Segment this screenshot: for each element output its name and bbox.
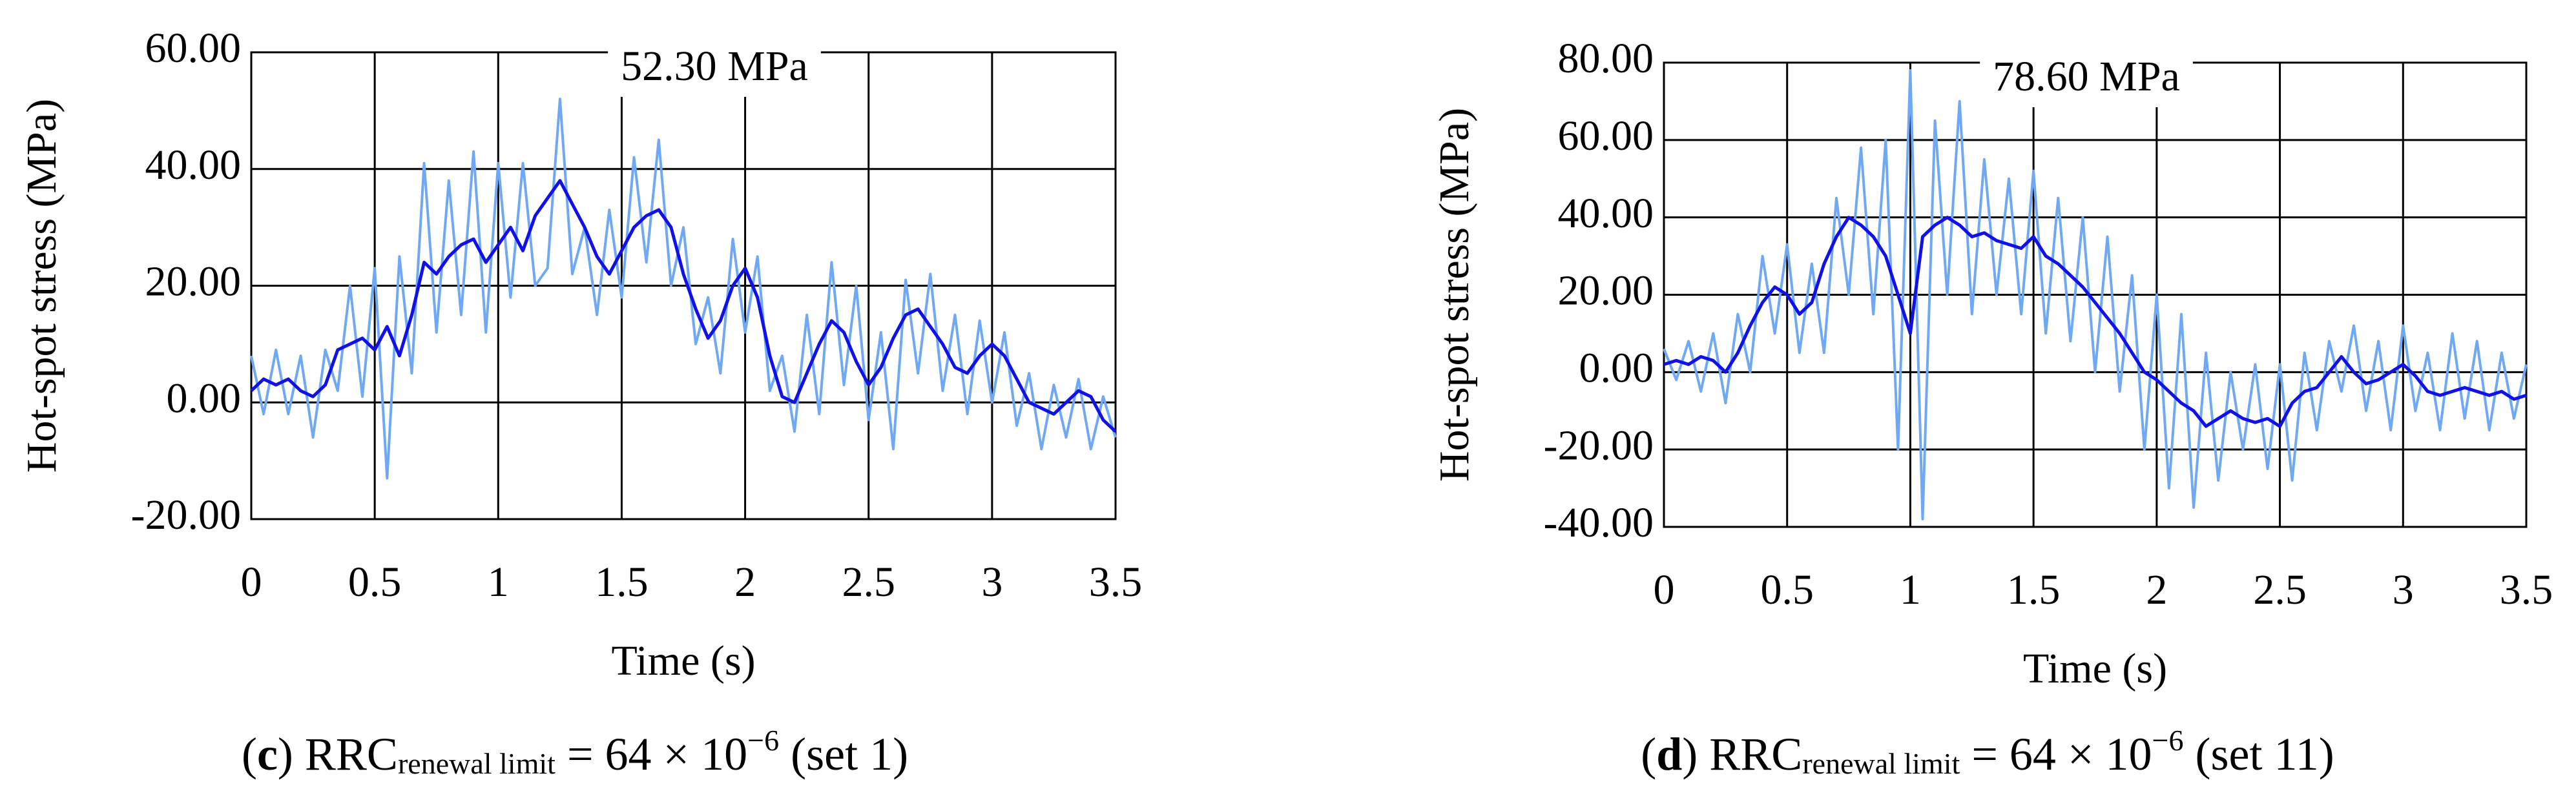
- x-tick-label: 1: [1900, 566, 1921, 613]
- y-tick-label: 0.00: [167, 374, 242, 422]
- caption-part: = 64 × 10: [1960, 728, 2152, 780]
- y-tick-label: -20.00: [1544, 422, 1654, 469]
- x-tick-label: 2: [2146, 566, 2167, 613]
- y-tick-label: 40.00: [1558, 190, 1654, 237]
- caption-part: (set 1): [779, 728, 908, 780]
- annotation-background: [1980, 56, 2193, 107]
- x-tick-label: 1: [488, 559, 509, 606]
- series-line: [1663, 216, 2527, 428]
- x-axis-label: Time (s): [611, 637, 755, 684]
- caption-part: c: [257, 728, 278, 780]
- chart: -20.00 0.00 20.00 40.00 60.00 0 0.5 1 1.5 2 2.5 3 3.…: [18, 25, 1142, 779]
- y-tick-label: 80.00: [1558, 35, 1654, 82]
- x-tick-label: 0: [241, 559, 262, 606]
- annotation-background: [608, 46, 821, 97]
- caption-part: renewal limit: [398, 747, 556, 780]
- series-line: [250, 97, 1117, 480]
- caption-part: (: [1641, 728, 1656, 780]
- x-tick-label: 2.5: [842, 559, 895, 606]
- caption-part: −6: [2152, 724, 2184, 757]
- y-axis-label: Hot-spot stress (MPa): [1431, 108, 1478, 482]
- x-tick-label: 3.5: [2500, 566, 2553, 613]
- x-tick-label: 3: [2393, 566, 2414, 613]
- x-tick-label: 3.5: [1089, 559, 1143, 606]
- x-tick-label: 1.5: [2007, 566, 2061, 613]
- y-tick-label: 0.00: [1579, 344, 1654, 391]
- caption-part: d: [1656, 728, 1682, 780]
- series-line: [1663, 69, 2528, 520]
- y-tick-label: -40.00: [1544, 499, 1654, 546]
- y-tick-label: -20.00: [131, 491, 241, 538]
- caption-part: (: [242, 728, 257, 780]
- caption-part: (set 11): [2183, 728, 2334, 780]
- x-tick-label: 1.5: [595, 559, 649, 606]
- y-tick-label: 40.00: [145, 141, 242, 189]
- chart: -40.00 -20.00 0.00 20.00 40.00 60.00 80.00 0 0.5…: [1431, 35, 2553, 779]
- x-axis-label: Time (s): [2023, 645, 2167, 692]
- caption-part: ) RRC: [278, 728, 398, 780]
- caption: (c) RRCrenewal limit = 64 × 10−6 (set 1): [242, 724, 908, 780]
- series-line: [250, 179, 1117, 433]
- y-tick-label: 20.00: [1558, 267, 1654, 314]
- y-axis-label: Hot-spot stress (MPa): [18, 99, 65, 473]
- annotation: 78.60 MPa: [1993, 53, 2180, 100]
- y-tick-label: 60.00: [145, 25, 242, 72]
- caption: (d) RRCrenewal limit = 64 × 10−6 (set 11…: [1641, 724, 2334, 780]
- annotation: 52.30 MPa: [621, 43, 808, 90]
- y-tick-label: 20.00: [145, 258, 242, 305]
- caption-part: = 64 × 10: [556, 728, 747, 780]
- x-tick-label: 2: [734, 559, 756, 606]
- caption-part: renewal limit: [1802, 747, 1960, 780]
- x-tick-label: 3: [981, 559, 1002, 606]
- x-tick-label: 0: [1654, 566, 1675, 613]
- y-tick-label: 60.00: [1558, 112, 1654, 159]
- caption-part: ) RRC: [1682, 728, 1802, 780]
- caption-part: −6: [747, 724, 779, 757]
- x-tick-label: 0.5: [348, 559, 402, 606]
- x-tick-label: 2.5: [2253, 566, 2307, 613]
- x-tick-label: 0.5: [1760, 566, 1814, 613]
